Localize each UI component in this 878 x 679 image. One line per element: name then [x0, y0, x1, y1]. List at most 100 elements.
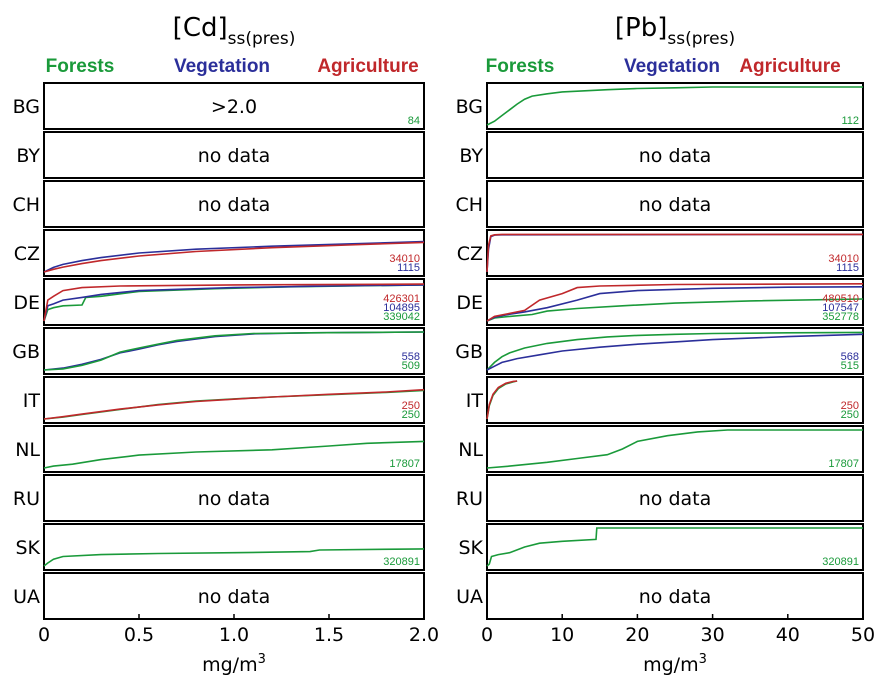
panel-frame — [43, 523, 425, 571]
series-line-agriculture — [43, 283, 425, 322]
series-line-forests — [486, 86, 863, 126]
panel-sk: SK 320891 — [15, 523, 425, 571]
sample-count-vegetation: 558 — [402, 351, 420, 363]
panel-frame — [486, 376, 864, 424]
series-line-forests — [486, 527, 863, 567]
series-line-vegetation — [43, 284, 425, 322]
panel-message: no data — [198, 145, 271, 167]
panel-frame — [43, 82, 425, 130]
country-label: IT — [466, 390, 484, 412]
sample-count-vegetation: 568 — [841, 351, 859, 363]
country-label: NL — [15, 439, 40, 461]
series-line-forests — [43, 548, 425, 567]
x-tick-label: 0.5 — [124, 624, 154, 646]
series-line-agriculture — [43, 388, 425, 420]
panel-message: no data — [198, 488, 271, 510]
panel-ch: CH no data — [455, 180, 864, 228]
legend-agriculture: Agriculture — [739, 56, 840, 77]
country-label: RU — [13, 488, 40, 510]
panel-ch: CH no data — [12, 180, 425, 228]
chart-title: [Pb]ss(pres) — [615, 13, 735, 49]
sample-count-forests: 112 — [841, 115, 859, 127]
series-line-forests — [486, 298, 864, 322]
sample-count-forests: 320891 — [383, 556, 420, 568]
panel-message: no data — [639, 145, 712, 167]
x-axis-label-superscript: 3 — [258, 652, 266, 667]
country-label: NL — [458, 439, 483, 461]
sample-count-forests: 352778 — [822, 311, 859, 323]
x-tick-label: 40 — [776, 624, 800, 646]
country-label: DE — [13, 292, 40, 314]
country-label: GB — [12, 341, 40, 363]
chart-0: [Cd]ss(pres) Forests Vegetation Agriculture… — [12, 13, 439, 676]
panel-bg: BG >2.0 84 — [13, 82, 425, 130]
legend-agriculture: Agriculture — [317, 56, 418, 77]
chart-title-main: [Cd] — [173, 13, 228, 43]
panel-frame — [486, 278, 864, 326]
x-tick-label: 0 — [38, 624, 50, 646]
x-axis-label: mg/m3 — [643, 652, 707, 676]
x-tick-label: 20 — [625, 624, 649, 646]
x-tick-label: 0 — [481, 624, 493, 646]
sample-count-vegetation: 107547 — [822, 302, 859, 314]
country-label: UA — [13, 586, 40, 608]
panel-frame — [486, 572, 864, 620]
chart-title-subscript: ss(pres) — [228, 29, 296, 49]
series-line-forests — [486, 331, 864, 371]
series-line-forests — [486, 429, 863, 469]
x-axis-label-superscript: 3 — [699, 652, 707, 667]
panel-frame — [486, 229, 864, 277]
chart-1: [Pb]ss(pres) Forests Vegetation Agriculture… — [455, 13, 875, 676]
legend-vegetation: Vegetation — [174, 56, 270, 77]
panel-message: no data — [198, 586, 271, 608]
country-label: CH — [455, 194, 483, 216]
panel-frame — [43, 572, 425, 620]
series-line-agriculture — [486, 380, 518, 420]
panel-nl: NL 17807 — [458, 425, 864, 473]
sample-count-forests: 17807 — [828, 458, 859, 470]
x-axis-label-main: mg/m — [643, 654, 698, 676]
panel-frame — [43, 131, 425, 179]
panel-frame — [486, 131, 864, 179]
country-label: BG — [13, 96, 40, 118]
series-line-vegetation — [43, 240, 425, 273]
country-label: DE — [456, 292, 483, 314]
country-label: CH — [12, 194, 40, 216]
panel-sk: SK 320891 — [458, 523, 864, 571]
legend-forests: Forests — [46, 56, 115, 77]
panel-frame — [486, 82, 864, 130]
x-tick-label: 30 — [701, 624, 725, 646]
country-label: CZ — [14, 243, 40, 265]
panel-message: no data — [639, 488, 712, 510]
country-label: BY — [16, 145, 40, 167]
sample-count-vegetation: 104895 — [383, 302, 420, 314]
sample-count-forests: 339042 — [383, 311, 420, 323]
sample-count-vegetation: 1115 — [397, 262, 420, 274]
country-label: IT — [23, 390, 41, 412]
x-tick-label: 1.5 — [314, 624, 344, 646]
panel-by: BY no data — [16, 131, 425, 179]
panel-frame — [486, 425, 864, 473]
sample-count-agriculture: 480510 — [822, 293, 859, 305]
panel-nl: NL 17807 — [15, 425, 425, 473]
panel-frame — [43, 474, 425, 522]
country-label: RU — [456, 488, 483, 510]
series-line-vegetation — [486, 333, 864, 371]
country-label: SK — [15, 537, 40, 559]
panel-ua: UA no data — [13, 572, 425, 620]
country-label: SK — [458, 537, 483, 559]
sample-count-agriculture: 250 — [402, 400, 420, 412]
sample-count-agriculture: 34010 — [828, 253, 859, 265]
sample-count-forests: 509 — [402, 360, 420, 372]
country-label: BY — [459, 145, 483, 167]
series-line-agriculture — [486, 233, 863, 273]
country-label: UA — [456, 586, 483, 608]
x-axis-label-main: mg/m — [202, 654, 257, 676]
